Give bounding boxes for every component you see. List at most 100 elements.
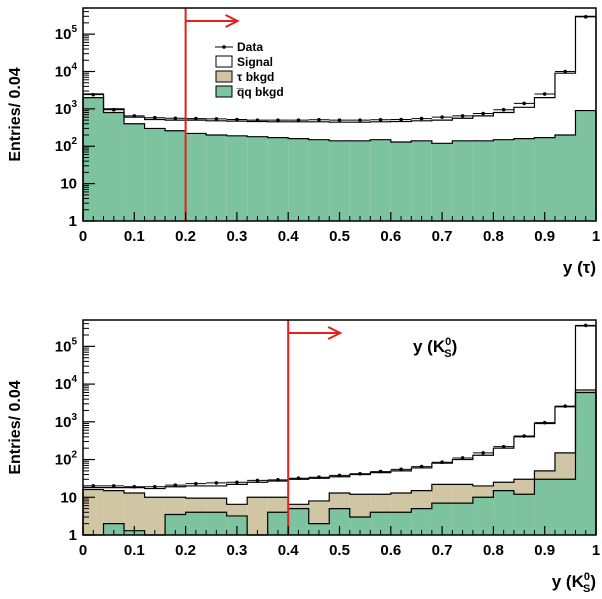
qq-bkgd-bar — [534, 137, 555, 221]
data-point — [91, 484, 96, 488]
y-tick-label: 1 — [69, 213, 77, 230]
y-tick-exponent: 4 — [71, 61, 77, 72]
data-point — [194, 481, 198, 486]
data-point — [276, 478, 280, 482]
annotation-sub: S — [444, 348, 451, 360]
data-point — [255, 118, 260, 122]
data-point — [460, 114, 465, 118]
x-tick-label: 0.4 — [278, 542, 300, 559]
signal-outline — [82, 15, 597, 221]
y-tick-label: 105 — [55, 24, 78, 43]
x-tick-label: 0.8 — [483, 228, 504, 245]
qq-bkgd-bar — [144, 128, 166, 221]
y-tick-label: 102 — [55, 136, 78, 155]
data-point — [132, 484, 137, 489]
data-point — [235, 480, 239, 485]
qq-bkgd-bar — [308, 139, 330, 221]
data-point — [337, 473, 342, 478]
data-point — [235, 117, 239, 122]
legend-label: τ bkgd — [237, 70, 274, 84]
bottom-panel-ks: 0 0.1 0.2 0.3 0.4 0.5 0.6 0.7 0.8 0.9 111010210310… — [7, 319, 600, 595]
qq-bkgd-outline — [83, 391, 597, 536]
qq-bkgd-bar — [493, 490, 514, 535]
data-point — [419, 464, 424, 469]
x-tick-label: 0.9 — [534, 228, 555, 245]
qq-bkgd-bar — [411, 140, 432, 221]
y-axis-label: Entries/ 0.04 — [7, 380, 24, 474]
qq-bkgd-bar — [288, 508, 309, 535]
qq-bkgd-bar — [390, 141, 412, 221]
y-tick-base: 10 — [55, 414, 72, 431]
legend-data-marker — [222, 45, 226, 49]
x-axis: 0 0.1 0.2 0.3 0.4 0.5 0.6 0.7 0.8 0.9 1 — [79, 526, 600, 559]
qq-bkgd-bar — [288, 138, 309, 221]
qq-bkgd-bar — [247, 136, 268, 221]
x-axis-label-main: y (K — [552, 572, 585, 591]
qq-bkgd-bar — [206, 134, 227, 221]
x-tick-label: 0.4 — [278, 228, 300, 245]
y-tick-label: 104 — [55, 61, 78, 80]
data-point — [501, 444, 506, 449]
y-tick-base: 10 — [55, 376, 72, 393]
data-point — [440, 115, 444, 119]
qq-bkgd-bar — [329, 140, 350, 221]
x-tick-label: 1 — [592, 228, 600, 245]
data-point — [358, 471, 362, 476]
y-tick-exponent: 2 — [71, 136, 77, 147]
y-tick-base: 10 — [55, 26, 72, 43]
cut-arrow-head — [327, 326, 343, 340]
qq-bkgd-bar — [165, 514, 186, 535]
x-tick-label: 0.2 — [175, 542, 196, 559]
y-tick-label: 10 — [60, 489, 77, 506]
data-point — [317, 118, 321, 122]
data-points — [83, 323, 596, 489]
data-point — [132, 114, 137, 118]
data-point — [481, 111, 485, 116]
x-axis-label: y (K0 S) — [552, 571, 596, 595]
qq-bkgd-bar — [267, 512, 289, 535]
x-tick-label: 0.6 — [380, 542, 401, 559]
data-point — [358, 118, 362, 122]
x-tick-label: 0.3 — [226, 228, 247, 245]
y-tick-base: 10 — [55, 452, 72, 469]
x-axis-label-sub: S — [583, 583, 590, 595]
qq-bkgd-bar — [329, 508, 350, 535]
qq-bkgd-bar — [185, 512, 207, 535]
data-point — [563, 404, 568, 408]
annotation-close: ) — [452, 337, 458, 356]
data-point — [296, 476, 301, 481]
data-point — [173, 116, 178, 121]
data-point — [111, 484, 116, 488]
y-axis-label: Entries/ 0.04 — [7, 67, 24, 161]
qq-bkgd-bar — [226, 515, 248, 535]
data-point — [399, 117, 403, 122]
x-tick-label: 0.5 — [329, 228, 350, 245]
y-tick-exponent: 5 — [71, 336, 77, 347]
signal-outline — [82, 325, 597, 535]
y-tick-label: 103 — [55, 412, 78, 431]
data-point — [542, 92, 547, 96]
y-tick-exponent: 5 — [71, 24, 77, 35]
legend-swatch — [215, 70, 233, 83]
x-tick-label: 0.1 — [124, 228, 145, 245]
data-point — [214, 117, 219, 121]
x-tick-label: 0.6 — [380, 228, 401, 245]
data-point — [522, 101, 526, 106]
qq-bkgd-bar — [226, 135, 248, 221]
panel-annotation: y (K0 S) — [413, 336, 457, 360]
data-point — [419, 116, 424, 121]
qq-bkgd-bar — [575, 110, 596, 221]
data-point — [111, 107, 116, 112]
data-point — [481, 451, 485, 455]
qq-bkgd-bar — [103, 112, 125, 221]
tau-bkgd-bar — [144, 497, 166, 535]
qq-bkgd-bar — [349, 140, 371, 221]
x-axis-label-main: y (τ) — [563, 258, 596, 277]
qq-bkgd-bar — [534, 479, 555, 535]
qq-bkgd-bar — [452, 503, 473, 535]
qq-bkgd-bar — [206, 512, 227, 535]
data-point — [440, 460, 444, 465]
data-point — [91, 92, 96, 97]
data-point — [214, 481, 219, 485]
